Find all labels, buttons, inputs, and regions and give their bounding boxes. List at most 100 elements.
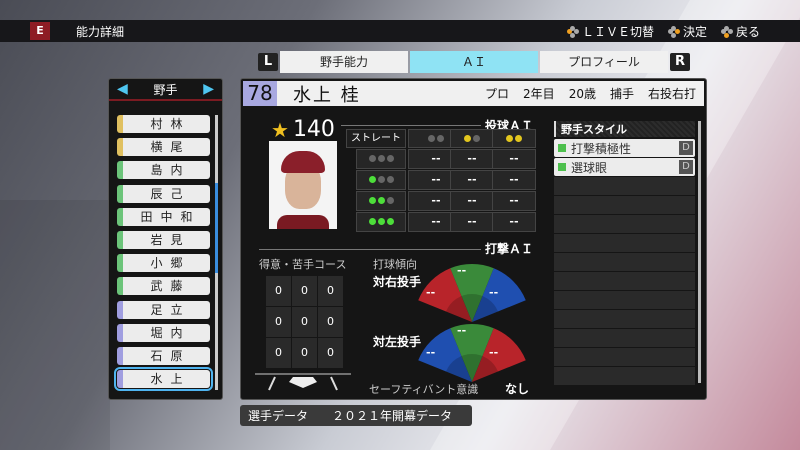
pitch-ai-value: -- bbox=[492, 170, 536, 190]
green-square-icon bbox=[558, 144, 566, 152]
blue-fan-sector bbox=[418, 328, 472, 382]
player-photo bbox=[269, 141, 337, 229]
fan-value-right: -- bbox=[489, 286, 499, 299]
dot-icon bbox=[386, 155, 394, 162]
player-year: 2年目 bbox=[523, 87, 555, 101]
dot-icon bbox=[368, 176, 376, 183]
button-bottom-icon bbox=[720, 25, 733, 38]
dot-icon bbox=[386, 176, 394, 183]
course-cell: 0 bbox=[292, 307, 317, 337]
batted-ball-fans bbox=[418, 264, 526, 382]
tab-prev-l-button[interactable]: L bbox=[258, 53, 278, 71]
player-list-panel: ◀ 野手 ▶ 村林横尾島内辰己田中和岩見小郷武藤足立堀内石原水上 bbox=[108, 78, 223, 400]
dot-icon bbox=[377, 155, 385, 162]
tab-fielder-ability[interactable]: 野手能力 bbox=[280, 51, 408, 73]
row-dots bbox=[356, 191, 406, 211]
data-label: 選手データ bbox=[248, 409, 309, 423]
empty-style-slot bbox=[554, 234, 695, 252]
dot-icon bbox=[368, 197, 376, 204]
course-cell: 0 bbox=[266, 338, 291, 368]
course-label: 得意・苦手コース bbox=[259, 258, 347, 271]
list-scrollbar-thumb[interactable] bbox=[215, 183, 218, 273]
style-rank: D bbox=[679, 160, 693, 174]
pitch-ai-value: -- bbox=[492, 149, 536, 169]
back-hint[interactable]: 戻る bbox=[720, 23, 760, 40]
player-list-item[interactable]: 武藤 bbox=[117, 277, 210, 296]
empty-style-slot bbox=[554, 367, 695, 385]
button-left-icon bbox=[566, 25, 579, 38]
style-item[interactable]: 選球眼 D bbox=[554, 158, 695, 176]
button-right-icon bbox=[667, 25, 680, 38]
style-rank: D bbox=[679, 141, 693, 155]
uniform-number: 78 bbox=[243, 81, 277, 106]
course-cell: 0 bbox=[292, 338, 317, 368]
empty-style-slot bbox=[554, 348, 695, 366]
green-fan-sector bbox=[450, 324, 494, 382]
hint-label: 決定 bbox=[682, 25, 707, 39]
player-list-item[interactable]: 島内 bbox=[117, 161, 210, 180]
player-list-item[interactable]: 田中和 bbox=[117, 207, 210, 226]
player-list-item[interactable]: 水上 bbox=[114, 367, 213, 392]
empty-style-slot bbox=[554, 272, 695, 290]
empty-style-slot bbox=[554, 177, 695, 195]
player-name: 水上 桂 bbox=[293, 84, 361, 106]
style-label: 選球眼 bbox=[571, 160, 608, 175]
confirm-hint[interactable]: 決定 bbox=[667, 23, 707, 40]
fan-value-left: -- bbox=[426, 346, 436, 359]
player-list-item[interactable]: 石原 bbox=[117, 347, 210, 365]
next-category-arrow-icon[interactable]: ▶ bbox=[203, 81, 214, 97]
prev-category-arrow-icon[interactable]: ◀ bbox=[117, 81, 128, 97]
empty-style-slot bbox=[554, 196, 695, 214]
fan-value-center: -- bbox=[457, 324, 467, 337]
overall-rating: ★ 140 bbox=[271, 117, 335, 142]
player-throw-bat: 右投右打 bbox=[647, 87, 696, 101]
team-logo: E bbox=[30, 22, 50, 40]
star-icon: ★ bbox=[271, 117, 289, 142]
dot-icon bbox=[386, 197, 394, 204]
red-fan-sector bbox=[418, 268, 472, 322]
dot-icon bbox=[377, 197, 385, 204]
player-position: 捕手 bbox=[609, 87, 634, 101]
column-dots bbox=[450, 129, 494, 148]
player-header: 78 水上 桂 プロ 2年目 20歳 捕手 右投右打 bbox=[243, 81, 704, 106]
player-list-item[interactable]: 足立 bbox=[117, 300, 210, 319]
dot-icon bbox=[506, 135, 513, 142]
green-fan-sector bbox=[450, 264, 494, 322]
course-cell: 0 bbox=[292, 276, 317, 306]
course-cell: 0 bbox=[266, 276, 291, 306]
player-list-item[interactable]: 小郷 bbox=[117, 254, 210, 273]
dot-icon bbox=[377, 176, 385, 183]
style-label: 打撃積極性 bbox=[571, 141, 632, 156]
fan-inner-shade bbox=[446, 354, 498, 382]
pitch-ai-value: -- bbox=[450, 191, 494, 211]
tendency-label: 打球傾向 bbox=[373, 258, 417, 271]
pitch-ai-value: -- bbox=[450, 212, 494, 232]
style-scrollbar[interactable] bbox=[698, 121, 701, 383]
player-list-item[interactable]: 岩見 bbox=[117, 231, 210, 249]
category-label: 野手 bbox=[153, 82, 178, 97]
pitch-ai-value: -- bbox=[492, 191, 536, 211]
bunt-value: なし bbox=[505, 382, 530, 396]
empty-style-slot bbox=[554, 329, 695, 347]
fielder-style-panel: 野手スタイル 打撃積極性 D 選球眼 D bbox=[554, 121, 695, 385]
dot-icon bbox=[386, 218, 394, 225]
data-value: ２０２１年開幕データ bbox=[332, 409, 453, 423]
course-cell: 0 bbox=[318, 307, 343, 337]
dot-icon bbox=[437, 135, 444, 142]
dot-icon bbox=[428, 135, 435, 142]
green-square-icon bbox=[558, 163, 566, 171]
player-list-item[interactable]: 堀内 bbox=[117, 323, 210, 342]
player-list-item[interactable]: 横尾 bbox=[117, 138, 210, 157]
live-toggle-hint[interactable]: ＬＩＶＥ切替 bbox=[566, 23, 654, 40]
player-list-item[interactable]: 辰己 bbox=[117, 184, 210, 203]
tab-ai[interactable]: ＡＩ bbox=[410, 51, 538, 73]
data-source-bar: 選手データ ２０２１年開幕データ bbox=[240, 405, 472, 426]
tab-next-r-button[interactable]: R bbox=[670, 53, 690, 71]
tab-profile[interactable]: プロフィール bbox=[540, 51, 668, 73]
row-dots bbox=[356, 212, 406, 232]
style-item[interactable]: 打撃積極性 D bbox=[554, 139, 695, 157]
player-list-item[interactable]: 村林 bbox=[117, 115, 210, 133]
player-age: 20歳 bbox=[568, 87, 596, 101]
dot-icon bbox=[515, 135, 522, 142]
column-dots bbox=[492, 129, 536, 148]
